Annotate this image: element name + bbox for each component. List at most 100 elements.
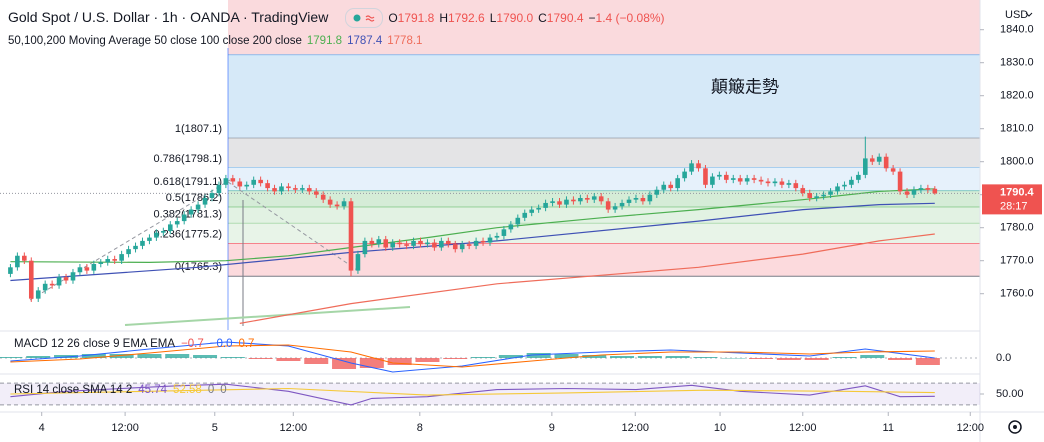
- y-tick-label: 1810.0: [1000, 123, 1034, 135]
- y-tick-label: 1800.0: [1000, 156, 1034, 168]
- settings-icon[interactable]: [1008, 420, 1022, 434]
- candle-body: [869, 158, 875, 162]
- candle-body: [383, 239, 389, 248]
- candle-body: [341, 201, 347, 207]
- status-pill[interactable]: [345, 8, 384, 28]
- candle-body: [682, 171, 687, 179]
- candle-body: [772, 181, 778, 184]
- candle-body: [327, 199, 333, 205]
- candle-body: [251, 179, 256, 185]
- candle-body: [362, 240, 368, 255]
- currency-chevron[interactable]: [1025, 12, 1033, 17]
- candle-body: [487, 237, 493, 243]
- candle-body: [216, 184, 222, 194]
- rsi-pane: 50.00: [0, 382, 1024, 406]
- candle-body: [70, 272, 76, 281]
- y-tick-label: 50.00: [996, 388, 1024, 400]
- candle-body: [167, 224, 173, 231]
- candle-body: [452, 244, 458, 250]
- macd-histogram-bar: [109, 354, 134, 358]
- candle-body: [15, 255, 20, 268]
- macd-histogram-bar: [915, 358, 940, 365]
- macd-histogram-bar: [888, 358, 913, 360]
- x-tick-label: 10: [714, 422, 726, 434]
- candle-body: [849, 179, 854, 185]
- candle-body: [876, 156, 882, 162]
- candle-body: [522, 212, 528, 218]
- macd-histogram-bar: [582, 355, 607, 358]
- candle-body: [578, 198, 583, 202]
- candle-body: [890, 168, 896, 172]
- candle-body: [320, 194, 326, 200]
- rsi-line: [10, 387, 935, 396]
- currency: USD: [1005, 9, 1028, 21]
- candle-body: [814, 196, 819, 198]
- candle-body: [765, 181, 771, 184]
- macd-histogram-bar: [332, 358, 357, 369]
- candle-body: [703, 168, 708, 185]
- candle-body: [112, 259, 117, 261]
- candle-body: [911, 189, 917, 195]
- fib-trend-line: [227, 181, 358, 271]
- candle-body: [209, 193, 215, 198]
- x-tick-label: 12:00: [111, 422, 139, 434]
- candle-body: [883, 156, 889, 169]
- y-tick-label: 1820.0: [1000, 90, 1034, 102]
- trend-line: [29, 179, 231, 301]
- macd-line: [10, 341, 935, 373]
- candle-body: [466, 244, 472, 246]
- candle-body: [244, 184, 250, 187]
- header: Gold Spot / U.S. Dollar · 1h · OANDA · T…: [8, 8, 670, 28]
- candle-body: [42, 283, 48, 291]
- candle-body: [751, 178, 757, 180]
- fib-label: 0.382(1781.3): [154, 208, 223, 220]
- candle-body: [161, 231, 166, 233]
- candle-body: [334, 204, 340, 207]
- macd-histogram-bar: [220, 357, 245, 358]
- candle-body: [800, 188, 806, 194]
- price-plot: [0, 136, 980, 324]
- ma-indicator-label[interactable]: 50,100,200 Moving Average 50 close 100 c…: [8, 35, 302, 47]
- rsi-extra-value: 0: [220, 384, 227, 396]
- fib-label: 0.786(1798.1): [154, 153, 223, 165]
- candle-body: [147, 237, 152, 241]
- candle-body: [925, 188, 931, 190]
- x-tick-label: 9: [549, 422, 555, 434]
- candle-body: [557, 201, 562, 205]
- macd-value: −0.7: [181, 338, 204, 350]
- candle-body: [439, 240, 444, 248]
- candle-body: [480, 240, 486, 243]
- candle-body: [835, 186, 840, 192]
- x-tick-label: 12:00: [621, 422, 649, 434]
- drawn-line: [124, 306, 411, 326]
- candle-body: [501, 229, 507, 236]
- symbol-title[interactable]: Gold Spot / U.S. Dollar · 1h · OANDA · T…: [8, 8, 329, 25]
- candle-body: [668, 184, 674, 189]
- candle-body: [515, 217, 521, 225]
- macd-histogram-bar: [693, 357, 718, 358]
- candle-body: [49, 283, 55, 286]
- macd-label[interactable]: MACD 12 26 close 9 EMA EMA: [14, 338, 176, 350]
- candle-body: [154, 232, 159, 238]
- fib-band: [228, 207, 980, 224]
- y-tick-label: 0.0: [996, 352, 1011, 364]
- candle-body: [425, 242, 430, 245]
- candle-body: [626, 199, 632, 203]
- candle-body: [56, 277, 62, 286]
- candle-body: [508, 224, 514, 230]
- x-tick-label: 5: [212, 422, 218, 434]
- rsi-extra-value: 0: [207, 384, 215, 396]
- rsi-label[interactable]: RSI 14 close SMA 14 2: [14, 384, 133, 396]
- candle-body: [564, 199, 569, 205]
- candle-body: [918, 188, 924, 190]
- macd-values: −0.7 −0.0 0.7: [181, 338, 260, 350]
- candle-body: [758, 179, 764, 182]
- macd-histogram-bar: [165, 354, 190, 358]
- candle-body: [306, 188, 312, 192]
- candle-body: [223, 178, 229, 185]
- candle-body: [84, 267, 90, 271]
- x-tick-label: 12:00: [957, 422, 985, 434]
- macd-histogram-bar: [498, 355, 523, 358]
